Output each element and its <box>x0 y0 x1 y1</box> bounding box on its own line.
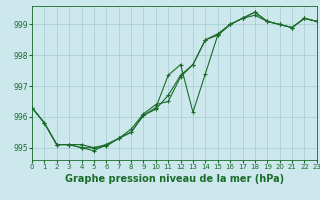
X-axis label: Graphe pression niveau de la mer (hPa): Graphe pression niveau de la mer (hPa) <box>65 174 284 184</box>
